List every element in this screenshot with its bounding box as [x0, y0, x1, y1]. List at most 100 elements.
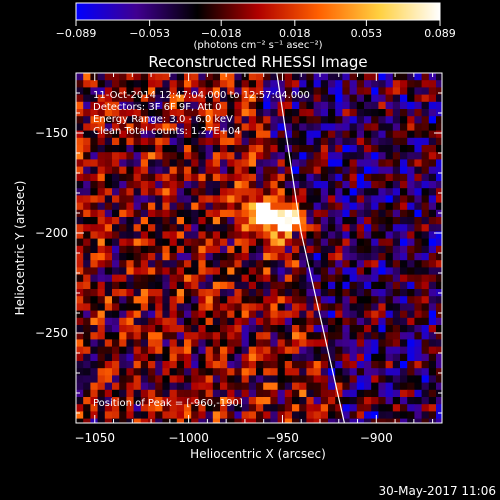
- heatmap-cell: [256, 188, 264, 196]
- heatmap-cell: [220, 109, 228, 117]
- heatmap-cell: [263, 375, 271, 383]
- heatmap-cell: [104, 87, 113, 95]
- heatmap-cell: [241, 404, 250, 412]
- heatmap-cell: [299, 303, 307, 311]
- heatmap-cell: [313, 418, 322, 423]
- heatmap-cell: [364, 80, 372, 88]
- heatmap-cell: [349, 80, 358, 88]
- heatmap-cell: [407, 274, 415, 283]
- heatmap-cell: [349, 382, 358, 391]
- heatmap-cell: [320, 397, 329, 405]
- heatmap-cell: [212, 181, 221, 189]
- heatmap-cell: [428, 217, 437, 225]
- heatmap-cell: [328, 245, 336, 254]
- heatmap-cell: [299, 202, 307, 211]
- heatmap-cell: [162, 217, 170, 225]
- heatmap-cell: [90, 296, 98, 304]
- heatmap-cell: [198, 238, 206, 247]
- heatmap-cell: [364, 274, 372, 283]
- heatmap-cell: [421, 389, 430, 398]
- heatmap-cell: [392, 130, 401, 139]
- heatmap-cell: [436, 281, 442, 290]
- heatmap-cell: [148, 217, 156, 225]
- heatmap-cell: [364, 339, 372, 347]
- heatmap-cell: [133, 94, 142, 103]
- heatmap-cell: [133, 123, 142, 131]
- heatmap-cell: [155, 195, 163, 203]
- heatmap-cell: [119, 173, 127, 182]
- heatmap-cell: [155, 253, 163, 261]
- heatmap-cell: [256, 353, 264, 362]
- heatmap-cell: [191, 188, 199, 196]
- heatmap-cell: [133, 289, 142, 297]
- heatmap-cell: [335, 130, 343, 139]
- heatmap-cell: [148, 116, 156, 124]
- heatmap-cell: [400, 173, 408, 182]
- heatmap-cell: [140, 317, 149, 326]
- heatmap-cell: [320, 101, 329, 110]
- heatmap-cell: [169, 317, 178, 326]
- heatmap-cell: [385, 274, 394, 283]
- heatmap-cell: [155, 123, 163, 131]
- heatmap-cell: [284, 253, 293, 261]
- heatmap-cell: [414, 332, 422, 340]
- heatmap-cell: [176, 80, 185, 88]
- heatmap-cell: [155, 137, 163, 146]
- heatmap-cell: [169, 101, 178, 110]
- heatmap-cell: [364, 260, 372, 268]
- heatmap-cell: [371, 202, 379, 211]
- annotation-clean-counts: Clean Total counts: 1.27E+04: [93, 126, 241, 137]
- heatmap-cell: [112, 73, 120, 81]
- heatmap-cell: [97, 361, 106, 369]
- heatmap-cell: [407, 296, 415, 304]
- heatmap-cell: [162, 173, 170, 182]
- heatmap-cell: [342, 181, 350, 189]
- heatmap-cell: [284, 80, 293, 88]
- heatmap-cell: [133, 87, 142, 95]
- heatmap-cell: [428, 166, 437, 175]
- heatmap-cell: [155, 87, 163, 95]
- heatmap-cell: [76, 253, 84, 261]
- heatmap-cell: [248, 418, 257, 423]
- heatmap-cell: [385, 361, 394, 369]
- heatmap-cell: [292, 116, 300, 124]
- heatmap-cell: [378, 181, 386, 189]
- heatmap-cell: [241, 173, 250, 182]
- heatmap-cell: [155, 317, 163, 326]
- heatmap-cell: [299, 123, 307, 131]
- heatmap-cell: [385, 173, 394, 182]
- heatmap-cell: [378, 353, 386, 362]
- heatmap-cell: [292, 310, 300, 319]
- heatmap-cell: [205, 361, 214, 369]
- heatmap-cell: [299, 397, 307, 405]
- heatmap-cell: [76, 303, 84, 311]
- heatmap-cell: [241, 152, 250, 160]
- heatmap-cell: [349, 173, 358, 182]
- heatmap-cell: [371, 389, 379, 398]
- heatmap-cell: [385, 195, 394, 203]
- heatmap-cell: [155, 231, 163, 239]
- heatmap-cell: [292, 94, 300, 103]
- heatmap-cell: [256, 274, 264, 283]
- heatmap-cell: [248, 231, 257, 239]
- heatmap-cell: [155, 202, 163, 211]
- heatmap-cell: [162, 346, 170, 355]
- heatmap-cell: [248, 209, 257, 218]
- heatmap-cell: [176, 137, 185, 146]
- heatmap-cell: [169, 137, 178, 146]
- heatmap-cell: [349, 238, 358, 247]
- heatmap-cell: [385, 397, 394, 405]
- heatmap-cell: [428, 224, 437, 232]
- heatmap-cell: [119, 411, 127, 419]
- heatmap-cell: [148, 317, 156, 326]
- heatmap-cell: [184, 238, 192, 247]
- heatmap-cell: [205, 375, 214, 383]
- heatmap-cell: [220, 346, 228, 355]
- heatmap-cell: [205, 353, 214, 362]
- heatmap-cell: [414, 159, 422, 167]
- heatmap-cell: [306, 145, 314, 153]
- heatmap-cell: [292, 375, 300, 383]
- heatmap-cell: [414, 296, 422, 304]
- heatmap-cell: [126, 94, 134, 103]
- heatmap-cell: [356, 195, 365, 203]
